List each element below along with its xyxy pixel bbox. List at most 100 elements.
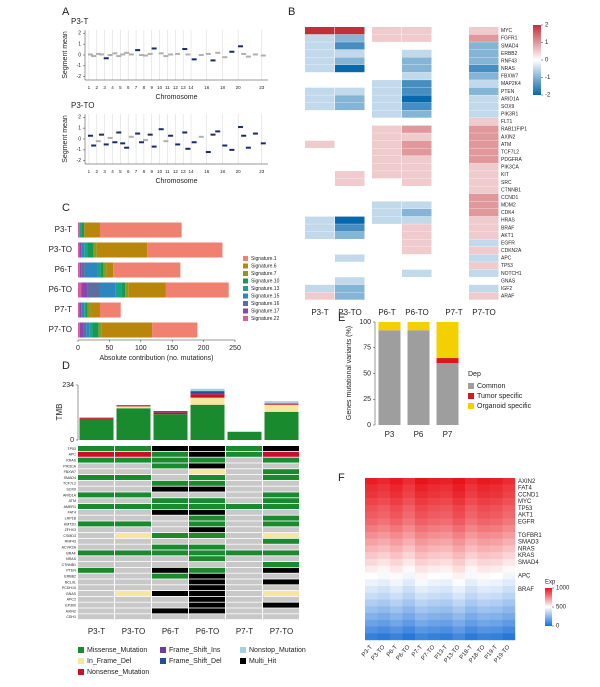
segment [163,140,169,143]
oncoplot-cell [78,591,114,596]
heatmap-cell [490,565,503,573]
heatmap-cell [452,626,466,634]
heatmap-cell [490,545,503,553]
heatmap-cell [440,478,453,485]
heatmap-cell [477,599,491,607]
oncoplot-cell [263,463,299,469]
heatmap-cell [305,80,335,88]
heatmap-cell [439,72,469,80]
oncoplot-cell [78,596,114,602]
heatmap-cell [305,118,335,126]
heatmap-cell [305,140,335,149]
heatmap-cell [415,619,428,627]
heatmap-cell [305,64,335,73]
heatmap-cell [402,72,432,80]
heatmap-cell [427,592,441,600]
oncoplot-cell [263,562,299,567]
heatmap-cell [415,633,428,641]
oncoplot-cell [189,614,225,620]
x-tick-label: 16 [204,85,210,90]
segment [245,146,251,149]
x-tick-label: 3 [103,169,106,174]
heatmap-cell [439,125,469,133]
bar-segment [87,282,100,298]
column-label: P3-T [88,627,105,636]
y-tick-label: 0 [78,136,81,142]
heatmap-cell [469,34,499,42]
row-label: APC [518,573,531,579]
bar-segment [92,322,99,338]
heatmap-cell [452,491,466,499]
x-tick-label: 1 [88,85,91,90]
heatmap-cell [465,518,478,526]
oncoplot-cell [263,556,299,562]
heatmap-cell [372,216,402,224]
heatmap-cell [305,171,335,179]
segment [229,148,235,151]
gene-label: EP300 [65,603,76,607]
oncoplot-cell [115,469,151,475]
bar-segment [106,262,114,278]
x-tick-label: 4 [111,169,114,174]
heatmap-cell [335,34,365,42]
segment [175,143,181,146]
heatmap-cell [469,292,499,300]
heatmap-cell [427,606,441,614]
oncoplot-cell [189,573,225,579]
heatmap-cell [335,277,365,285]
segment [87,134,93,137]
heatmap-cell [439,284,469,293]
heatmap-cell [439,148,469,156]
segment [205,151,211,154]
heatmap-cell [365,545,378,553]
heatmap-cell [305,209,335,217]
x-tick-label: 14 [189,85,195,90]
heatmap-cell [452,572,466,580]
legend-swatch [240,658,246,664]
heatmap-cell [465,525,478,533]
heatmap-cell [415,579,428,587]
heatmap-cell [305,95,335,103]
segment [252,132,258,135]
heatmap-cell [402,140,432,149]
heatmap-cell [390,599,403,607]
heatmap-cell [477,518,491,526]
heatmap-cell [439,193,469,202]
bar-segment [153,411,188,413]
oncoplot-cell [115,515,151,521]
heatmap-cell [365,586,378,593]
heatmap-cell [469,239,499,247]
bar-segment [84,222,100,238]
heatmap-cell [469,216,499,224]
heatmap-cell [490,491,503,499]
y-tick-label: 75 [363,345,371,352]
heatmap-cell [390,505,403,512]
oncoplot-cell [115,544,151,550]
heatmap-cell [502,565,516,573]
row-label: EGFR [501,240,515,246]
heatmap-cell [305,155,335,164]
segment [168,53,174,56]
gene-label: KMT2D [64,522,77,526]
heatmap-cell [415,586,428,593]
bar-segment [78,302,80,318]
legend-label: Signature.17 [251,308,280,314]
row-label: SMAD4 [518,560,539,566]
heatmap-cell [477,484,491,492]
oncoplot-cell [226,469,262,475]
bar-segment [407,330,430,425]
column-label: P6-TO [196,627,219,636]
heatmap-cell [372,292,402,300]
gene-label: ATM [69,499,76,503]
gene-label: ACVR2A [62,545,77,549]
heatmap-cell [502,552,516,560]
gene-label: PCDH10 [62,586,76,590]
oncoplot-cell [189,475,225,480]
row-label: TGFBR1 [518,533,542,539]
heatmap-cell [335,246,365,255]
column-label: P7-T [445,308,462,317]
legend-label: Missense_Mutation [87,647,147,654]
heatmap-cell [305,87,335,95]
oncoplot-cell [78,469,114,475]
oncoplot-cell [263,527,299,533]
